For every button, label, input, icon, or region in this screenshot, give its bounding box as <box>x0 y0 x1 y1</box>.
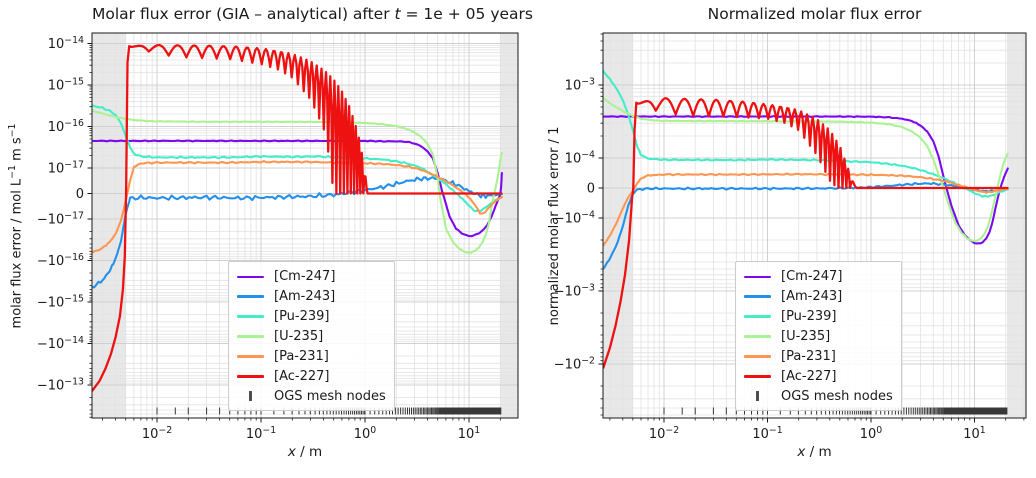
legend-label: [Am-243] <box>274 289 336 305</box>
series-pu239-line <box>603 69 1009 198</box>
legend-label: [Pa-231] <box>274 348 329 364</box>
series-u235-line <box>92 109 503 254</box>
tick-label: 10−4 <box>565 150 595 167</box>
tick-label: 10−3 <box>565 77 595 94</box>
major-ticks <box>598 84 975 423</box>
tick-label: 100 <box>860 425 883 442</box>
legend-label: [Pu-239] <box>274 309 330 325</box>
legend-entry-am243: [Am-243] <box>744 287 893 307</box>
series-pa231-line <box>92 160 503 254</box>
series-cm247-line <box>603 115 1009 245</box>
legend-label: [Pu-239] <box>781 309 837 325</box>
series-pu239-line <box>92 104 503 213</box>
tick-label: −10−15 <box>37 294 84 311</box>
legend-swatch-mesh <box>744 391 771 402</box>
legend-entry-pa231: [Pa-231] <box>744 346 893 366</box>
domain-edge-band <box>500 33 519 418</box>
tick-label: 101 <box>963 425 986 442</box>
legend-entry-pu239: [Pu-239] <box>744 307 893 327</box>
legend-entry-pa231: [Pa-231] <box>237 346 386 366</box>
left-plot-xlabel: x / m <box>287 444 323 460</box>
legend-swatch-mesh <box>237 391 264 402</box>
legend-entry-cm247: [Cm-247] <box>237 267 386 287</box>
legend-label: [Cm-247] <box>781 269 843 285</box>
minor-ticks <box>89 45 501 421</box>
tick-label: −10−14 <box>37 335 84 352</box>
tick-label: 10−15 <box>48 77 84 94</box>
legend-swatch-u235 <box>237 335 264 338</box>
legend-label: [Ac-227] <box>274 368 330 384</box>
legend-swatch-pa231 <box>237 355 264 358</box>
legend-label: OGS mesh nodes <box>781 388 893 404</box>
right-plot-title: Normalized molar flux error <box>707 5 922 23</box>
legend-entry-am243: [Am-243] <box>237 287 386 307</box>
legend-entry-ac227: [Ac-227] <box>744 366 893 386</box>
legend-swatch-cm247 <box>744 275 771 279</box>
right-plot-xlabel: x / m <box>797 444 832 460</box>
tick-label: −10−16 <box>37 252 84 269</box>
series-ac227-line <box>92 43 503 392</box>
minor-ticks <box>600 33 1025 421</box>
legend-label: [Am-243] <box>781 289 843 305</box>
tick-label: −10−17 <box>37 211 84 228</box>
legend-entry-u235: [U-235] <box>744 327 893 347</box>
tick-label: 10−1 <box>246 425 276 442</box>
legend-swatch-ac227 <box>744 374 771 378</box>
mesh-node-marker-icon <box>756 391 759 402</box>
legend-swatch-cm247 <box>237 275 264 279</box>
legend-swatch-pu239 <box>237 315 264 318</box>
tick-label: 0 <box>587 182 595 197</box>
right-plot-ylabel: normalized molar flux error / 1 <box>547 126 562 325</box>
legend-entry-cm247: [Cm-247] <box>744 267 893 287</box>
legend-label: [Pa-231] <box>781 348 836 364</box>
legend-swatch-pu239 <box>744 315 771 318</box>
left-plot-title: Molar flux error (GIA – analytical) afte… <box>92 5 533 23</box>
legend-swatch-u235 <box>744 335 771 338</box>
series-pa231-line <box>603 172 1009 247</box>
tick-label: −10−13 <box>37 377 84 394</box>
legend-entry-ac227: [Ac-227] <box>237 366 386 386</box>
tick-label: 100 <box>354 425 377 442</box>
legend-label: [U-235] <box>274 329 324 344</box>
tick-label: 10−2 <box>142 425 172 442</box>
legend-entry-mesh: OGS mesh nodes <box>237 386 386 406</box>
axes-spines <box>91 32 519 419</box>
mesh-node-marker-icon <box>249 391 252 402</box>
major-ticks <box>87 43 470 423</box>
ogs-mesh-nodes <box>663 407 1008 415</box>
left-plot-ylabel: molar flux error / mol L−1 m s−1 <box>7 123 25 328</box>
legend-swatch-ac227 <box>237 374 264 378</box>
legend-label: [Ac-227] <box>781 368 837 384</box>
series-u235-line <box>603 96 1009 242</box>
legend-label: [U-235] <box>781 329 831 344</box>
domain-edge-band <box>1006 33 1027 418</box>
axes-spines <box>602 32 1027 419</box>
legend-label: OGS mesh nodes <box>274 388 386 404</box>
left-plot-legend: [Cm-247] [Am-243] [Pu-239] [U-235] [Pa-231] [… <box>228 261 395 411</box>
tick-label: 101 <box>458 425 481 442</box>
legend-swatch-pa231 <box>744 355 771 358</box>
legend-swatch-am243 <box>237 295 264 299</box>
series-cm247-line <box>92 139 503 238</box>
tick-label: 10−17 <box>48 160 84 177</box>
legend-entry-u235: [U-235] <box>237 327 386 347</box>
tick-label: 10−14 <box>48 35 84 52</box>
legend-entry-mesh: OGS mesh nodes <box>744 386 893 406</box>
right-plot-legend: [Cm-247] [Am-243] [Pu-239] [U-235] [Pa-231] [… <box>735 261 902 411</box>
legend-entry-pu239: [Pu-239] <box>237 307 386 327</box>
tick-label: 10−1 <box>752 425 782 442</box>
series-ac227-line <box>603 97 1009 369</box>
tick-label: 0 <box>76 187 84 202</box>
tick-label: 10−2 <box>649 425 679 442</box>
legend-label: [Cm-247] <box>274 269 336 285</box>
legend-swatch-am243 <box>744 295 771 299</box>
ogs-mesh-nodes <box>156 407 502 415</box>
tick-label: 10−16 <box>48 118 84 135</box>
